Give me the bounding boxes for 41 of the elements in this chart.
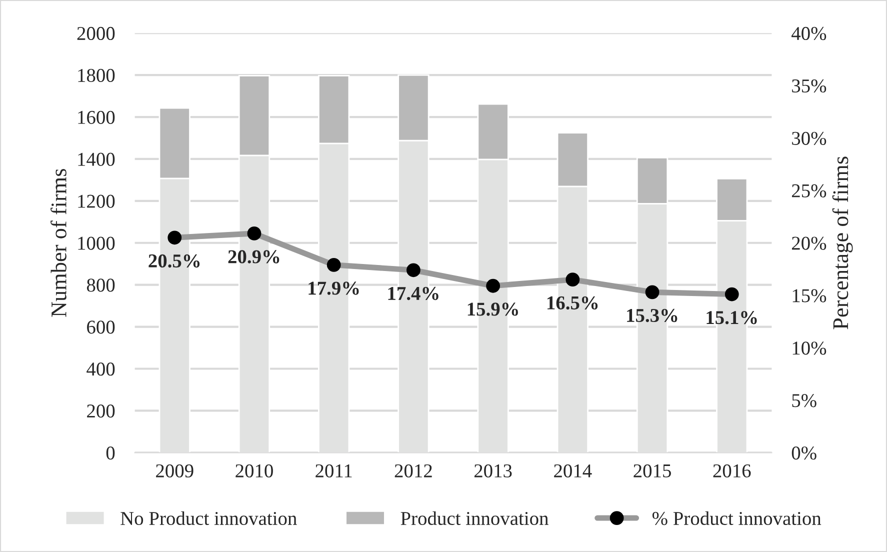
y2-tick-label: 0% xyxy=(792,446,816,460)
y2-tick-label: 25% xyxy=(792,184,826,198)
data-label: 15.3% xyxy=(627,308,678,322)
data-label: 20.5% xyxy=(148,254,200,268)
y-tick-label: 200 xyxy=(87,404,115,418)
x-tick-label: 2009 xyxy=(156,464,194,478)
y-tick-label: 800 xyxy=(86,278,115,292)
x-tick-label: 2015 xyxy=(634,464,671,478)
x-tick-label: 2010 xyxy=(236,464,273,478)
y2-tick-label: 10% xyxy=(792,342,826,355)
data-label: 17.4% xyxy=(388,286,438,300)
y-tick-label: 2000 xyxy=(77,26,115,40)
legend-label: No Product innovation xyxy=(120,511,297,526)
x-tick-label: 2014 xyxy=(554,464,592,478)
x-tick-label: 2013 xyxy=(474,464,512,478)
y-tick-label: 0 xyxy=(106,446,115,460)
x-tick-label: 2012 xyxy=(394,464,432,478)
data-label: 15.9% xyxy=(468,302,518,316)
legend-label: % Product innovation xyxy=(652,511,822,526)
y2-tick-label: 40% xyxy=(792,26,826,40)
y-tick-label: 1400 xyxy=(78,152,115,166)
y2-tick-label: 35% xyxy=(792,79,826,93)
y2-tick-label: 20% xyxy=(792,236,826,250)
y2-tick-label: 30% xyxy=(792,132,826,145)
y2-tick-label: 15% xyxy=(792,289,826,302)
data-label: 20.9% xyxy=(228,250,280,264)
data-label: 16.5% xyxy=(547,296,598,310)
y-tick-label: 400 xyxy=(86,362,115,376)
data-label: 17.9% xyxy=(308,282,359,295)
y-tick-label: 600 xyxy=(87,320,115,334)
y-axis-title: Number of firms xyxy=(50,169,66,317)
x-tick-label: 2011 xyxy=(316,464,352,478)
y2-axis-title: Percentage of firms xyxy=(832,156,853,330)
data-label: 15.1% xyxy=(706,311,757,324)
y-tick-label: 1200 xyxy=(78,194,115,208)
y-tick-label: 1800 xyxy=(78,68,115,82)
y-tick-label: 1600 xyxy=(78,110,115,124)
y2-tick-label: 5% xyxy=(792,394,816,408)
legend-label: Product innovation xyxy=(400,511,548,526)
x-tick-label: 2016 xyxy=(713,464,751,478)
y-tick-label: 1000 xyxy=(78,236,115,250)
